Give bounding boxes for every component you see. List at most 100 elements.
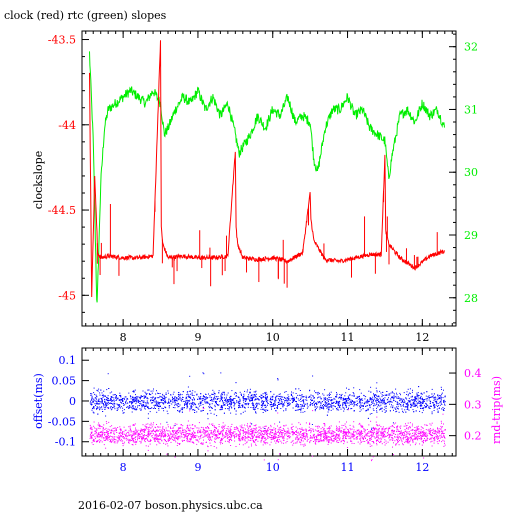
rnd-trip-point (425, 440, 427, 442)
offset-point (374, 395, 375, 397)
offset-point (327, 408, 329, 410)
rnd-trip-point (243, 427, 245, 429)
rnd-trip-point (441, 427, 443, 429)
offset-point (301, 405, 303, 406)
rnd-trip-point (341, 440, 343, 442)
rnd-trip-point (292, 434, 294, 436)
rnd-trip-point (286, 431, 288, 433)
offset-point (117, 408, 119, 410)
offset-point (253, 408, 255, 410)
rnd-trip-point (152, 424, 154, 426)
offset-point (116, 407, 118, 409)
rnd-trip-point (258, 436, 260, 438)
offset-point (161, 407, 163, 409)
offset-point (209, 410, 211, 412)
offset-point (405, 397, 406, 399)
rnd-trip-point (303, 432, 305, 434)
offset-point (156, 404, 158, 406)
offset-point (203, 373, 205, 375)
rnd-trip-point (198, 429, 200, 431)
offset-point (376, 402, 377, 404)
offset-point (332, 399, 334, 401)
rnd-trip-point (442, 413, 444, 415)
rnd-trip-point (229, 430, 231, 432)
rnd-trip-point (131, 436, 132, 438)
rnd-trip-point (300, 440, 302, 442)
offset-point (239, 401, 241, 402)
rnd-trip-point (363, 436, 365, 438)
rnd-trip-point (323, 428, 325, 430)
rnd-trip-point (271, 432, 273, 434)
rnd-trip-point (324, 423, 326, 424)
rnd-trip-point (265, 443, 267, 445)
offset-point (296, 409, 298, 411)
offset-point (372, 396, 374, 398)
rnd-trip-point (179, 427, 181, 429)
rnd-trip-point (243, 434, 245, 436)
rnd-trip-point (356, 429, 358, 431)
offset-point (119, 404, 121, 406)
offset-point (243, 398, 245, 400)
offset-point (260, 397, 262, 399)
rnd-trip-point (221, 430, 223, 432)
rnd-trip-point (373, 426, 374, 428)
rnd-trip-point (93, 438, 95, 440)
offset-point (278, 393, 280, 395)
rnd-trip-point (206, 427, 208, 429)
rnd-trip-point (141, 436, 143, 438)
rnd-trip-point (96, 435, 98, 437)
rnd-trip-point (91, 436, 93, 438)
rnd-trip-point (142, 437, 144, 439)
rnd-trip-point (302, 433, 304, 435)
rnd-trip-point (379, 424, 381, 426)
offset-point (142, 401, 144, 403)
offset-point (228, 399, 230, 400)
offset-point (150, 394, 152, 396)
offset-point (366, 400, 368, 402)
rnd-trip-point (338, 434, 340, 436)
offset-point (213, 397, 215, 399)
rnd-trip-point (345, 434, 347, 436)
offset-point (443, 389, 444, 391)
offset-point (109, 402, 111, 404)
rnd-trip-point (150, 439, 151, 441)
rnd-trip-point (189, 433, 191, 434)
rnd-trip-point (104, 429, 106, 430)
rnd-trip-point (387, 429, 389, 431)
rnd-trip-point (371, 429, 373, 431)
rnd-trip-point (357, 441, 359, 443)
offset-point (91, 409, 93, 411)
offset-point (424, 407, 426, 409)
offset-point (222, 401, 224, 403)
rnd-trip-point (361, 431, 363, 433)
rnd-trip-point (288, 429, 290, 431)
offset-point (328, 399, 330, 401)
offset-point (149, 411, 151, 413)
rnd-trip-point (370, 436, 372, 438)
rnd-trip-point (240, 438, 242, 440)
offset-point (137, 396, 139, 398)
rnd-trip-point (391, 434, 393, 436)
offset-point (155, 405, 156, 406)
rnd-trip-point (427, 435, 429, 437)
rnd-trip-point (421, 431, 423, 433)
rnd-trip-point (297, 432, 299, 434)
offset-point (94, 400, 96, 402)
rnd-trip-point (302, 444, 304, 446)
offset-point (274, 401, 276, 403)
offset-point (441, 404, 443, 405)
offset-point (408, 409, 410, 411)
offset-point (121, 399, 123, 400)
rnd-trip-point (118, 436, 120, 438)
rnd-trip-point (421, 438, 423, 440)
rnd-trip-point (207, 426, 208, 427)
rnd-trip-point (387, 432, 389, 433)
offset-point (381, 401, 383, 403)
x-tick-label: 12 (415, 331, 429, 344)
offset-point (380, 404, 382, 406)
rnd-trip-point (199, 436, 201, 438)
rnd-trip-point (238, 439, 240, 441)
offset-point (420, 395, 422, 397)
rnd-trip-point (202, 427, 204, 429)
offset-point (212, 398, 214, 400)
